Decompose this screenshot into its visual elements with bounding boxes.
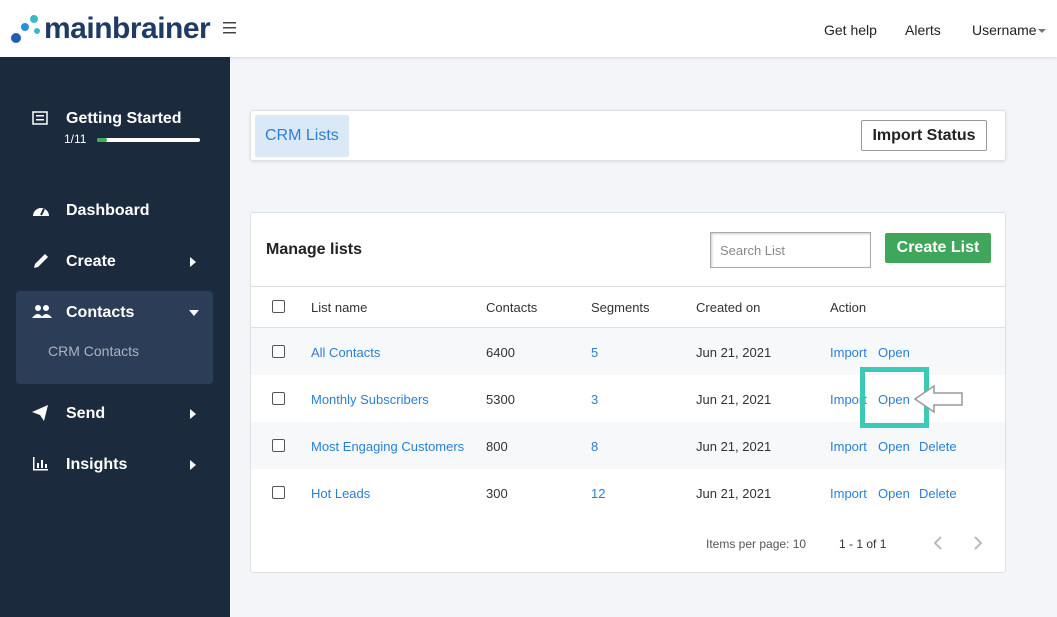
checkbox[interactable] — [272, 486, 285, 499]
action-link[interactable]: Delete — [919, 439, 957, 454]
sidebar: Getting Started 1/11 Dashboard Create Co… — [0, 57, 230, 617]
icon — [32, 405, 48, 421]
list-name[interactable]: Most Engaging Customers — [311, 439, 465, 454]
button[interactable]: Create List — [885, 233, 991, 263]
divider — [251, 327, 1005, 328]
contacts: 6400 — [486, 345, 515, 360]
column-header: Contacts — [486, 300, 538, 315]
pager-arrows[interactable] — [931, 535, 991, 551]
action-link[interactable]: Open — [878, 345, 910, 360]
progress-label: 1/11 — [64, 132, 87, 146]
contacts: 800 — [486, 439, 508, 454]
active-menu — [16, 291, 213, 384]
list-name[interactable]: All Contacts — [311, 345, 381, 360]
button[interactable]: Import Status — [861, 120, 987, 151]
action-link[interactable]: Import — [830, 392, 867, 407]
action-link[interactable]: Open — [878, 392, 910, 407]
icon — [32, 305, 52, 318]
column-header: Segments — [591, 300, 650, 315]
submenu-item[interactable]: CRM Contacts — [48, 343, 140, 359]
progress-bar — [97, 138, 200, 142]
pointer-arrow — [913, 384, 963, 414]
card-title: Manage lists — [266, 241, 363, 258]
column-header: List name — [311, 300, 368, 315]
nav-link[interactable]: Username — [972, 22, 1037, 38]
menu-item[interactable]: Insights — [66, 456, 128, 473]
action-link[interactable]: Import — [830, 486, 867, 501]
created-on: Jun 21, 2021 — [696, 486, 772, 501]
caret — [189, 310, 199, 316]
created-on: Jun 21, 2021 — [696, 345, 772, 360]
menu-item[interactable]: Contacts — [66, 304, 135, 321]
caret — [190, 460, 196, 470]
header: mainbrainer Get help Alerts Username — [0, 0, 1057, 57]
segments[interactable]: 5 — [591, 345, 599, 360]
menu-item[interactable]: Create — [66, 253, 116, 270]
segments[interactable]: 3 — [591, 392, 599, 407]
items-per-page: Items per page: 10 — [706, 537, 807, 551]
segments[interactable]: 12 — [591, 486, 606, 501]
action-link[interactable]: Import — [830, 439, 867, 454]
checkbox[interactable] — [272, 300, 285, 313]
icon — [33, 208, 49, 216]
menu-item[interactable]: Dashboard — [66, 202, 150, 219]
segments[interactable]: 8 — [591, 439, 599, 454]
divider — [251, 286, 1005, 287]
caret — [190, 257, 196, 267]
menu-item[interactable]: Getting Started — [66, 110, 182, 127]
action-link[interactable]: Open — [878, 439, 910, 454]
table-row — [251, 375, 1005, 422]
list-name[interactable]: Hot Leads — [311, 486, 371, 501]
table-row — [251, 422, 1005, 469]
action-link[interactable]: Import — [830, 345, 867, 360]
checkbox[interactable] — [272, 345, 285, 358]
table-row — [251, 469, 1005, 516]
search-input[interactable]: Search List — [710, 232, 871, 268]
nav-link[interactable]: Get help — [824, 22, 877, 38]
checkbox[interactable] — [272, 392, 285, 405]
created-on: Jun 21, 2021 — [696, 439, 772, 454]
contacts: 300 — [486, 486, 508, 501]
nav-link[interactable]: Alerts — [905, 22, 941, 38]
icon — [32, 111, 48, 125]
list-name[interactable]: Monthly Subscribers — [311, 392, 429, 407]
action-link[interactable]: Open — [878, 486, 910, 501]
tab[interactable]: CRM Lists — [255, 115, 349, 157]
progress-fill — [97, 138, 107, 142]
icon — [34, 254, 48, 268]
logo-icon — [11, 15, 40, 43]
caret — [190, 409, 196, 419]
menu-toggle[interactable] — [223, 22, 237, 34]
column-header: Created on — [696, 300, 761, 315]
page-range: 1 - 1 of 1 — [839, 537, 887, 551]
menu-item[interactable]: Send — [66, 405, 106, 422]
logo[interactable]: mainbrainer — [44, 12, 211, 45]
contacts: 5300 — [486, 392, 515, 407]
tabs-card: CRM Lists Import Status — [250, 110, 1006, 161]
created-on: Jun 21, 2021 — [696, 392, 772, 407]
action-link[interactable]: Delete — [919, 486, 957, 501]
column-header: Action — [830, 300, 867, 315]
user-caret — [1038, 29, 1046, 33]
icon — [33, 457, 48, 471]
checkbox[interactable] — [272, 439, 285, 452]
